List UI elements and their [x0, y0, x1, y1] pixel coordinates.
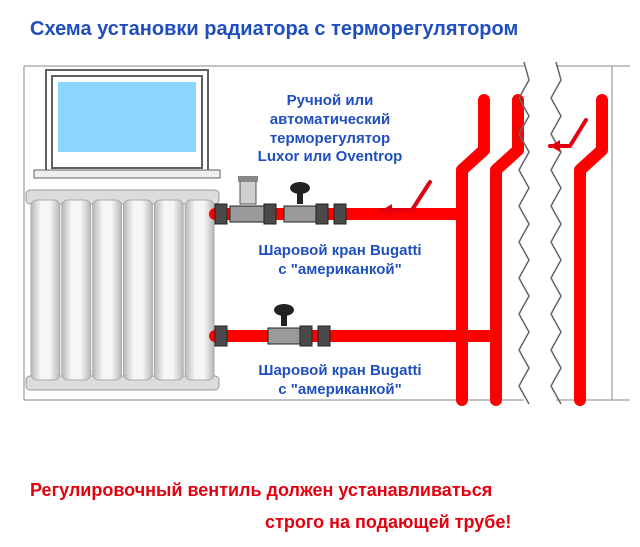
fitting-nut: [334, 204, 346, 224]
riser-3: [580, 100, 602, 400]
fitting-nut: [215, 204, 227, 224]
fitting-body: [268, 328, 300, 344]
wall-break-mask: [524, 62, 556, 404]
riser-2: [496, 100, 518, 400]
window-sill: [34, 170, 220, 178]
fitting-body: [230, 206, 266, 222]
fitting-nut: [300, 326, 312, 346]
fitting-body: [284, 206, 316, 222]
riser-1: [462, 100, 484, 400]
fitting-nut: [318, 326, 330, 346]
ball-valve-handle: [274, 304, 294, 316]
fitting-nut: [316, 204, 328, 224]
ball-valve-handle: [290, 182, 310, 194]
thermostat-cap: [238, 176, 258, 182]
radiator-rib: [124, 200, 153, 380]
diagram-svg: [0, 0, 640, 547]
radiator-rib: [31, 200, 60, 380]
radiator-rib: [185, 200, 214, 380]
radiator-rib: [154, 200, 183, 380]
window-glass: [58, 82, 196, 152]
radiator-rib: [93, 200, 122, 380]
fitting-nut: [264, 204, 276, 224]
fitting-nut: [215, 326, 227, 346]
thermostat-head: [240, 180, 256, 204]
radiator-rib: [62, 200, 91, 380]
